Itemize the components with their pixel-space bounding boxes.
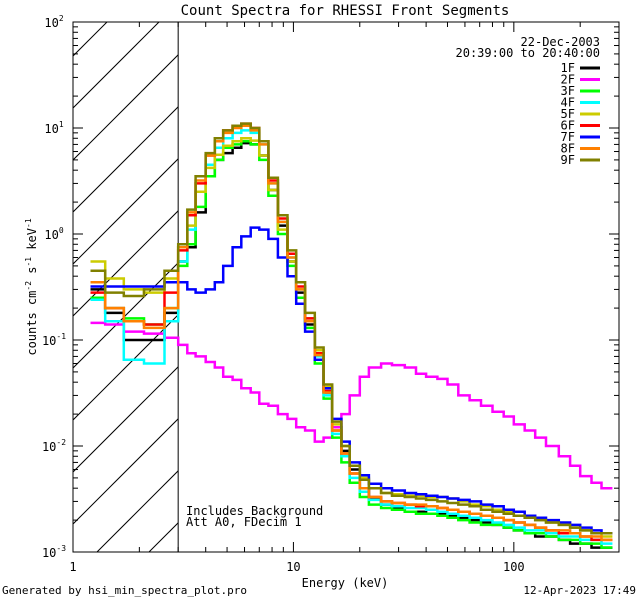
x-tick-label: 100 [503,560,525,574]
legend-label-1F: 1F [561,61,575,75]
hatch-line [73,22,108,57]
footer-generator: Generated by hsi_min_spectra_plot.pro [2,584,247,597]
legend-date: 22-Dec-2003 [521,35,600,49]
y-tick-label: 10-2 [42,438,66,454]
y-tick-label: 102 [44,14,63,30]
hatched-region [0,0,640,552]
hatch-line [253,0,640,552]
hatch-line [73,366,179,473]
y-tick-label: 10-1 [42,332,66,348]
hatch-line [73,106,179,213]
hatch-line [73,210,179,317]
legend-label-9F: 9F [561,153,575,167]
hatch-line [73,262,179,369]
y-tick-label: 101 [44,120,63,136]
legend-label-2F: 2F [561,73,575,87]
hatch-line [73,418,179,525]
legend-time-range: 20:39:00 to 20:40:00 [456,46,601,60]
series-9F [90,122,613,535]
hatch-line [73,22,160,109]
hatch-line [73,54,179,161]
legend-label-5F: 5F [561,107,575,121]
x-tick-label: 1 [69,560,76,574]
plot-frame [72,21,620,553]
legend-label-4F: 4F [561,96,575,110]
series-7F [90,226,613,535]
legend-label-3F: 3F [561,84,575,98]
x-tick-label: 10 [286,560,300,574]
series-3F [90,139,613,549]
series-1F [90,141,613,549]
legend-label-7F: 7F [561,130,575,144]
y-tick-label: 10-3 [42,544,66,560]
annotation-attenuator: Att A0, FDecim 1 [186,515,302,529]
hatch-line [0,0,85,552]
legend-label-6F: 6F [561,119,575,133]
legend-label-8F: 8F [561,142,575,156]
x-axis-label: Energy (keV) [302,576,389,590]
chart-title: Count Spectra for RHESSI Front Segments [181,3,510,19]
footer-timestamp: 12-Apr-2023 17:49 [523,584,636,597]
y-axis-label: counts cm-2 s-1 keV-1 [24,218,39,355]
series-2F [90,321,613,490]
y-tick-label: 100 [44,226,63,242]
annotation-background: Includes Background [186,504,323,518]
